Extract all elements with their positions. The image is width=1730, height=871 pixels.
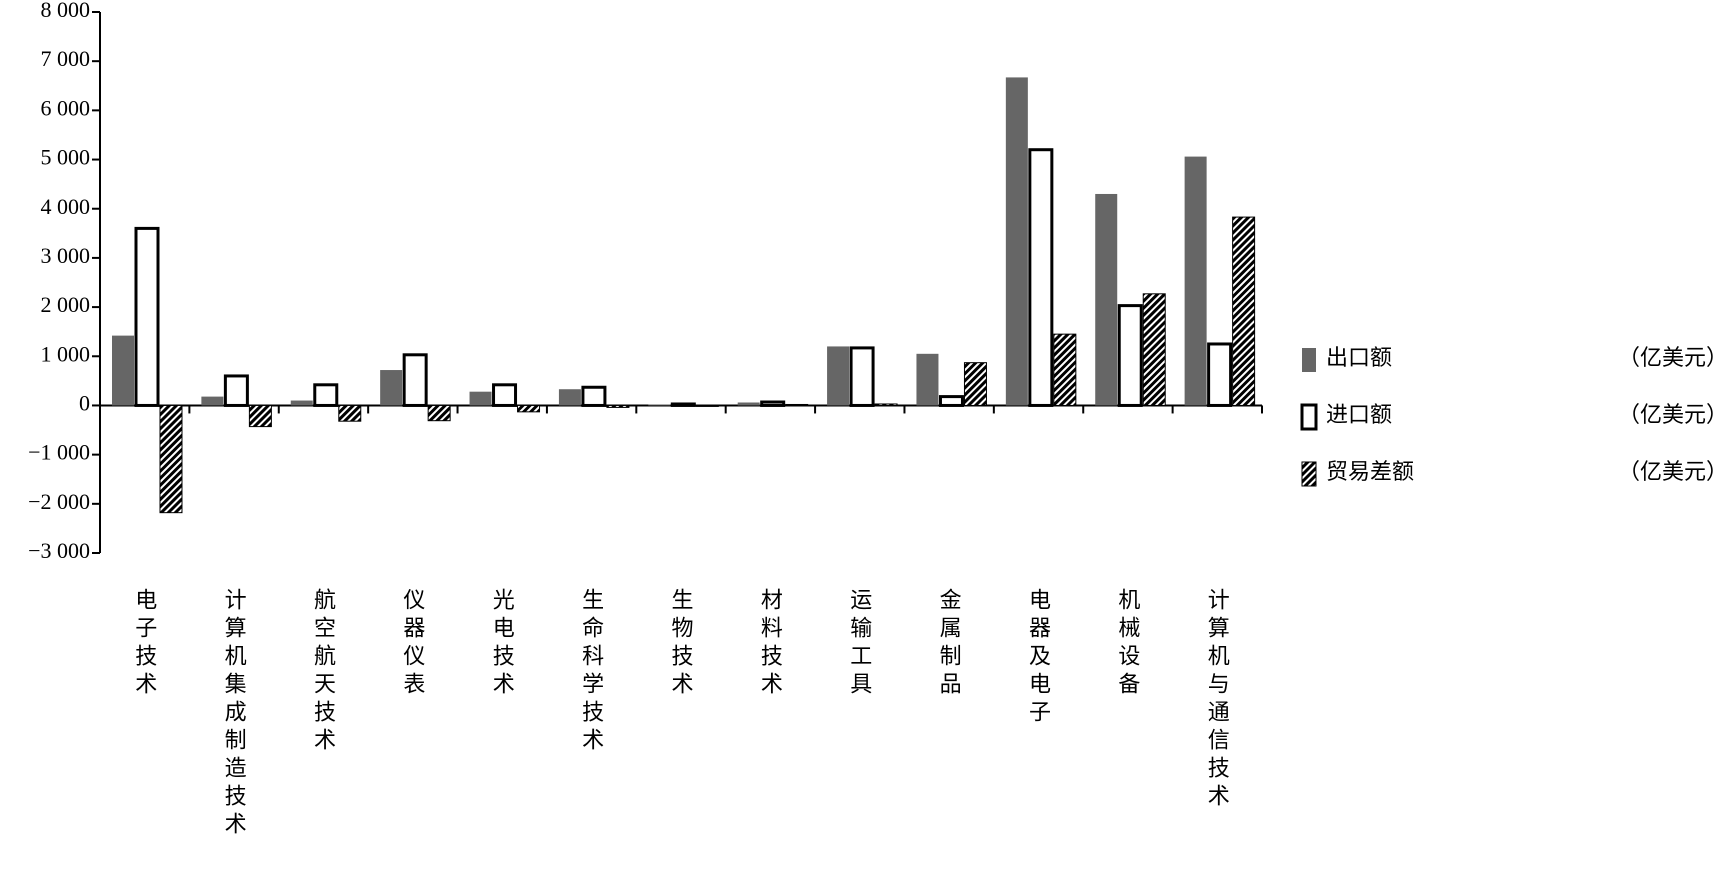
bar — [1028, 148, 1054, 407]
x-tick-label: 计算机集成制造技术 — [222, 588, 247, 840]
x-tick-label: 材料技术 — [758, 588, 783, 700]
legend-label: 进口额 — [1326, 402, 1392, 427]
y-tick-label: 1 000 — [41, 341, 91, 366]
x-tick-label: 生物技术 — [669, 588, 694, 700]
x-tick-label: 电子技术 — [132, 588, 157, 700]
bar — [517, 404, 541, 413]
bar — [1095, 193, 1118, 406]
bar — [159, 404, 183, 514]
legend-label: 贸易差额 — [1326, 459, 1414, 484]
bar — [1005, 77, 1028, 406]
y-tick-label: 5 000 — [41, 145, 91, 170]
x-tick-label: 金属制品 — [937, 588, 962, 700]
legend-unit: （亿美元） — [1618, 345, 1728, 370]
bar — [1184, 156, 1207, 406]
bar — [402, 353, 428, 407]
bar — [201, 396, 224, 406]
legend-label: 出口额 — [1326, 345, 1392, 370]
y-tick-label: −2 000 — [28, 489, 90, 514]
bar — [290, 400, 313, 406]
bar — [380, 370, 403, 406]
x-tick-label: 机械设备 — [1115, 588, 1140, 700]
bar — [1207, 342, 1233, 407]
bar — [581, 385, 607, 407]
bar — [338, 404, 362, 422]
bar — [916, 353, 939, 406]
y-tick-label: 2 000 — [41, 292, 91, 317]
bar — [492, 383, 518, 407]
bar — [695, 404, 719, 407]
bar — [112, 335, 134, 406]
bar — [760, 400, 786, 407]
bar — [134, 226, 160, 407]
bar — [1117, 304, 1143, 407]
y-tick-label: 6 000 — [41, 95, 91, 120]
x-tick-label: 运输工具 — [847, 588, 872, 700]
y-tick-label: 7 000 — [41, 46, 91, 71]
bar — [827, 346, 850, 406]
bar — [874, 403, 898, 406]
legend-unit: （亿美元） — [1618, 402, 1728, 427]
y-tick-label: 0 — [79, 391, 90, 416]
legend-swatch — [1302, 348, 1316, 372]
legend-swatch — [1301, 461, 1317, 487]
bar — [313, 383, 339, 407]
bar — [938, 395, 964, 407]
bar — [648, 404, 671, 406]
x-tick-label: 仪器仪表 — [400, 588, 425, 700]
bar — [1142, 293, 1166, 406]
y-tick-label: −1 000 — [28, 440, 90, 465]
x-tick-label: 计算机与通信技术 — [1205, 588, 1230, 812]
bar — [558, 389, 581, 406]
y-tick-label: 8 000 — [41, 0, 91, 22]
bar — [223, 374, 249, 407]
legend-unit: （亿美元） — [1618, 459, 1728, 484]
x-tick-label: 生命科学技术 — [579, 588, 604, 756]
bar — [737, 402, 760, 406]
bar — [469, 391, 492, 406]
bar — [1053, 333, 1077, 406]
bar — [963, 362, 987, 406]
x-tick-label: 电器及电子 — [1026, 588, 1051, 728]
bar — [670, 402, 696, 407]
y-tick-label: 3 000 — [41, 243, 91, 268]
bar — [785, 403, 809, 406]
legend-swatch — [1300, 403, 1318, 431]
x-tick-label: 光电技术 — [490, 588, 515, 700]
bar — [849, 346, 875, 407]
y-tick-label: −3 000 — [28, 538, 90, 563]
y-tick-label: 4 000 — [41, 194, 91, 219]
bar — [427, 404, 451, 422]
bar — [606, 404, 630, 408]
bar — [1232, 216, 1256, 406]
x-tick-label: 航空航天技术 — [311, 588, 336, 756]
bar — [248, 404, 272, 428]
